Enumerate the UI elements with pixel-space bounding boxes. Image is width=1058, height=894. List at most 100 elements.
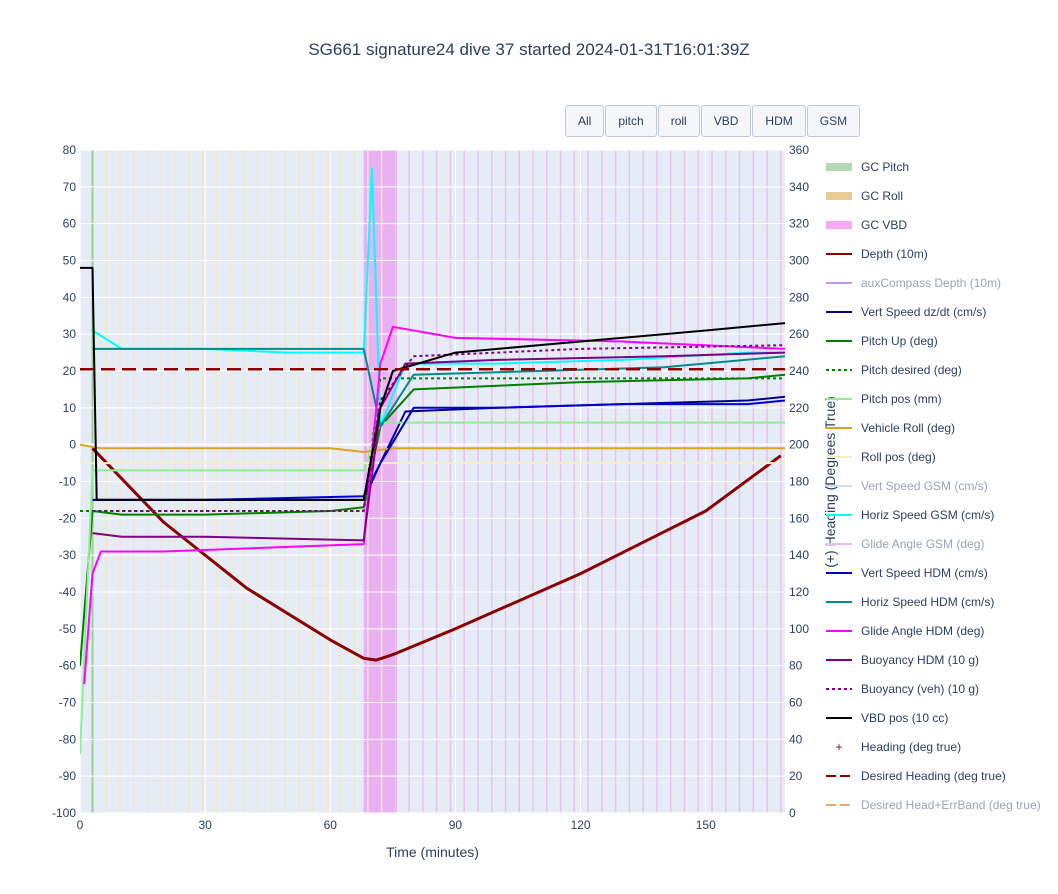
legend-label: Heading (deg true) [861,739,962,754]
legend-item[interactable]: + Heading (deg true) [822,732,1058,761]
series-line-6 [80,373,785,666]
legend-swatch [822,653,856,667]
legend-item[interactable]: Buoyancy (veh) (10 g) [822,674,1058,703]
legend-swatch [822,537,856,551]
legend-item[interactable]: Pitch Up (deg) [822,326,1058,355]
legend-label: VBD pos (10 cc) [861,710,949,725]
y2-tick-label: 0 [789,806,796,820]
legend-item[interactable]: Pitch pos (mm) [822,384,1058,413]
legend-swatch: + [822,740,856,754]
legend-item[interactable]: GC Pitch [822,152,1058,181]
button-vbd[interactable]: VBD [700,105,752,137]
legend-label: Desired Head+ErrBand (deg true) [861,797,1041,812]
y-tick-label: -20 [59,511,77,525]
legend-item[interactable]: VBD pos (10 cc) [822,703,1058,732]
grid [79,149,785,814]
y2-tick-label: 340 [789,180,809,194]
svg-text:+: + [835,740,842,754]
legend-item[interactable]: Vert Speed HDM (cm/s) [822,558,1058,587]
legend-item[interactable]: GC Roll [822,181,1058,210]
legend-swatch [822,769,856,783]
series-line-8 [80,421,785,755]
legend-item[interactable]: Horiz Speed GSM (cm/s) [822,500,1058,529]
y-tick-label: 30 [63,327,77,341]
legend-item[interactable]: Vehicle Roll (deg) [822,413,1058,442]
y-tick-label: 60 [63,217,77,231]
legend-item[interactable]: Glide Angle GSM (deg) [822,529,1058,558]
legend-item[interactable]: Desired Head+ErrBand (deg true) [822,790,1058,819]
legend-swatch [822,624,856,638]
legend-item[interactable]: auxCompass Depth (10m) [822,268,1058,297]
x-axis-title: Time (minutes) [386,844,479,860]
y-tick-label: 70 [63,180,77,194]
button-roll[interactable]: roll [657,105,700,137]
y-tick-label: 10 [63,401,77,415]
x-tick-label: 60 [324,818,338,832]
legend-label: Horiz Speed GSM (cm/s) [861,507,995,522]
button-pitch[interactable]: pitch [605,105,657,137]
legend-swatch [822,450,856,464]
legend-label: Pitch pos (mm) [861,391,942,406]
button-gsm[interactable]: GSM [806,105,861,137]
legend-label: Vehicle Roll (deg) [861,420,956,435]
legend-item[interactable]: Vert Speed GSM (cm/s) [822,471,1058,500]
y2-tick-label: 320 [789,217,809,231]
legend-label: auxCompass Depth (10m) [861,275,1002,290]
chart-title: SG661 signature24 dive 37 started 2024-0… [308,40,750,59]
legend-item[interactable]: Buoyancy HDM (10 g) [822,645,1058,674]
range-button-bar: All pitch roll VBD HDM GSM [565,105,861,137]
legend-swatch [822,798,856,812]
legend-label: Horiz Speed HDM (cm/s) [861,594,995,609]
y2-tick-label: 260 [789,327,809,341]
y2-tick-label: 60 [789,696,803,710]
y-tick-label: -50 [59,622,77,636]
legend-item[interactable]: Glide Angle HDM (deg) [822,616,1058,645]
legend-label: Buoyancy (veh) (10 g) [861,681,980,696]
legend-item[interactable]: Desired Heading (deg true) [822,761,1058,790]
y2-tick-label: 280 [789,290,809,304]
y2-tick-label: 200 [789,438,809,452]
legend-swatch [822,421,856,435]
y-tick-label: -80 [59,732,77,746]
legend-label: Vert Speed dz/dt (cm/s) [861,304,987,319]
series-lines [80,167,785,755]
legend-label: Buoyancy HDM (10 g) [861,652,980,667]
y2-axis-title: (+) Heading (Degrees True) [822,396,838,568]
series-line-18 [92,344,785,512]
legend-label: Glide Angle HDM (deg) [861,623,985,638]
legend-label: GC Roll [861,188,904,203]
legend-label: Vert Speed HDM (cm/s) [861,565,988,580]
legend-item[interactable]: Roll pos (deg) [822,442,1058,471]
legend-swatch [822,363,856,377]
y2-tick-label: 20 [789,769,803,783]
legend-label: Pitch Up (deg) [861,333,938,348]
y-tick-label: -100 [52,806,76,820]
legend-swatch [822,508,856,522]
legend-swatch [822,682,856,696]
y2-tick-label: 300 [789,254,809,268]
y2-tick-label: 160 [789,511,809,525]
x-tick-label: 90 [449,818,463,832]
legend-item[interactable]: Horiz Speed HDM (cm/s) [822,587,1058,616]
y-tick-label: -70 [59,696,77,710]
legend-item[interactable]: Depth (10m) [822,239,1058,268]
button-hdm[interactable]: HDM [752,105,806,137]
y2-tick-label: 240 [789,364,809,378]
legend-swatch [822,247,856,261]
legend-item[interactable]: Vert Speed dz/dt (cm/s) [822,297,1058,326]
legend-swatch [822,189,856,203]
x-tick-label: 150 [696,818,716,832]
y2-tick-label: 180 [789,475,809,489]
legend-label: Glide Angle GSM (deg) [861,536,985,551]
y-tick-label: -40 [59,585,77,599]
legend-item[interactable]: Pitch desired (deg) [822,355,1058,384]
button-all[interactable]: All [565,105,605,137]
y-tick-label: 20 [63,364,77,378]
y-tick-label: 50 [63,254,77,268]
y-tick-label: -30 [59,548,77,562]
legend-item[interactable]: GC VBD [822,210,1058,239]
legend-swatch [822,479,856,493]
series-line-3 [91,447,782,662]
legend-label: GC VBD [861,217,908,232]
